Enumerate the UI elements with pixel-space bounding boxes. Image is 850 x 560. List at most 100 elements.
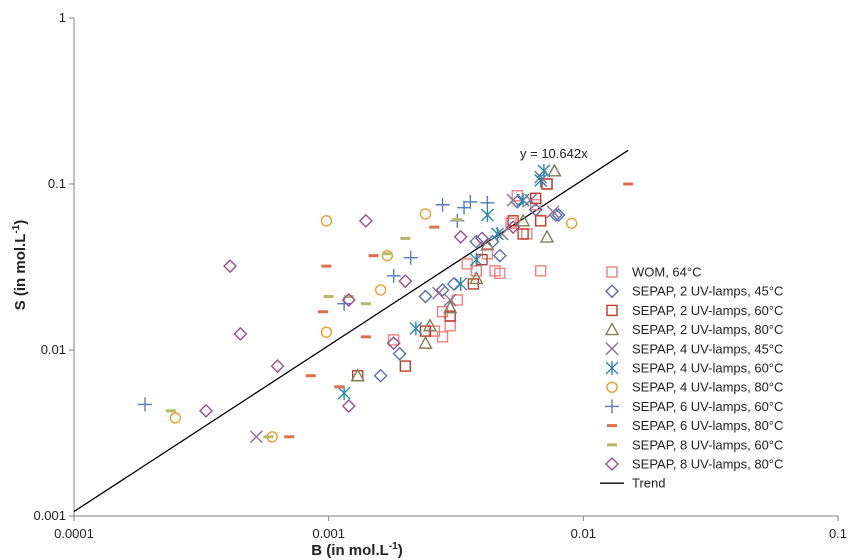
data-point <box>469 270 484 285</box>
data-point <box>453 229 468 244</box>
y-tick-label: 0.01 <box>41 342 66 357</box>
legend-marker <box>607 443 617 447</box>
data-point <box>435 197 450 212</box>
data-point <box>382 252 393 256</box>
data-point <box>392 346 407 361</box>
data-point <box>516 193 530 208</box>
legend-label: SEPAP, 6 UV-lamps, 60°C <box>632 399 783 414</box>
data-point <box>409 321 423 336</box>
series-8 <box>137 194 495 412</box>
data-point <box>418 289 433 304</box>
data-point <box>320 326 333 338</box>
data-point <box>334 385 345 389</box>
data-point <box>444 320 456 332</box>
data-point <box>341 293 356 308</box>
legend-label: WOM, 64°C <box>632 265 701 280</box>
data-point <box>399 360 412 372</box>
legend: WOM, 64°C SEPAP, 2 UV-lamps, 45°C SEPAP, 2… <box>600 265 783 491</box>
data-point <box>451 294 464 306</box>
data-point <box>317 310 328 314</box>
trend-line <box>73 149 629 513</box>
data-point <box>475 231 489 246</box>
legend-label: SEPAP, 2 UV-lamps, 80°C <box>632 322 783 337</box>
data-point <box>539 229 555 243</box>
data-point <box>454 276 468 291</box>
data-point <box>506 193 520 207</box>
series-11 <box>199 213 521 418</box>
data-point <box>495 227 509 241</box>
data-point <box>541 178 553 190</box>
data-point <box>507 215 519 227</box>
data-point <box>368 254 379 258</box>
legend-label: SEPAP, 8 UV-lamps, 60°C <box>632 437 783 452</box>
legend-label: Trend <box>632 476 665 491</box>
x-tick-label: 0.01 <box>571 526 596 541</box>
data-point <box>469 234 484 249</box>
data-point <box>537 163 551 178</box>
data-point <box>515 213 531 227</box>
x-axis-title: B (in mol.L-1) <box>311 541 402 559</box>
data-point <box>444 310 456 322</box>
y-tick-label: 0.001 <box>33 508 66 523</box>
data-point <box>381 249 394 262</box>
y-tick-label: 0.1 <box>48 176 66 191</box>
data-point <box>547 163 562 177</box>
legend-marker <box>606 304 618 317</box>
y-tick-label: 1 <box>59 10 66 25</box>
data-point <box>534 173 548 188</box>
legend-label: SEPAP, 6 UV-lamps, 80°C <box>632 418 783 433</box>
x-tick-label: 0.0001 <box>54 526 94 541</box>
data-point <box>432 286 446 300</box>
data-point <box>490 226 504 241</box>
legend-marker <box>607 424 617 428</box>
data-point <box>517 228 529 240</box>
legend-marker <box>605 457 619 471</box>
data-point <box>386 268 401 283</box>
data-point <box>494 267 506 279</box>
data-point <box>386 336 401 351</box>
data-point <box>463 194 478 209</box>
data-point <box>435 282 450 297</box>
data-point <box>341 398 356 413</box>
legend-label: SEPAP, 4 UV-lamps, 60°C <box>632 361 783 376</box>
data-point <box>165 409 176 413</box>
legend-marker <box>605 361 619 375</box>
series-9 <box>284 182 634 439</box>
legend-label: SEPAP, 8 UV-lamps, 80°C <box>632 457 783 472</box>
data-point <box>480 237 495 251</box>
data-point <box>320 215 333 227</box>
legend-label: SEPAP, 4 UV-lamps, 80°C <box>632 380 783 395</box>
data-point <box>374 284 387 296</box>
data-point <box>511 190 523 202</box>
data-point <box>492 248 507 263</box>
data-point <box>529 192 542 205</box>
data-point <box>321 264 332 268</box>
trend-equation-label: y = 10.642x <box>520 146 588 161</box>
data-point <box>358 213 373 228</box>
data-point <box>360 335 371 339</box>
legend-label: SEPAP, 2 UV-lamps, 60°C <box>632 303 783 318</box>
x-tick-label: 0.1 <box>829 526 847 541</box>
data-point <box>422 318 438 332</box>
series-7 <box>169 208 578 443</box>
data-point <box>521 228 533 240</box>
data-point <box>263 435 274 439</box>
data-point <box>506 220 521 235</box>
x-tick-label: 0.001 <box>312 526 345 541</box>
data-point <box>169 412 182 424</box>
data-point <box>480 195 495 210</box>
data-point <box>529 199 542 211</box>
legend-marker <box>605 399 619 414</box>
data-point <box>436 331 449 343</box>
data-point <box>443 293 457 307</box>
data-point <box>429 225 440 229</box>
data-point <box>249 430 263 444</box>
data-point <box>350 368 365 382</box>
legend-marker <box>606 266 618 278</box>
data-point <box>418 335 433 349</box>
legend-label: SEPAP, 4 UV-lamps, 45°C <box>632 341 783 356</box>
data-point <box>323 295 334 299</box>
series-5 <box>249 170 560 444</box>
data-point <box>457 200 472 215</box>
series-4 <box>350 163 562 382</box>
